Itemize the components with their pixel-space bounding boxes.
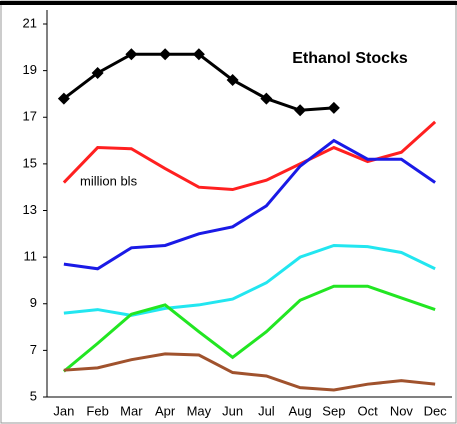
series-line [63,243,436,317]
marker [91,66,104,79]
marker [260,92,273,105]
x-tick-label: Aug [289,403,312,418]
y-tick-label: 21 [23,15,37,30]
marker [57,92,70,105]
series-line [63,352,436,392]
annotation: million bls [80,173,138,188]
y-tick-label: 11 [24,249,38,264]
x-tick-label: Apr [155,403,176,418]
y-tick-label: 19 [23,62,37,77]
series-line [63,138,436,271]
y-tick-label: 15 [23,155,37,170]
x-tick-label: Feb [86,403,108,418]
y-tick-label: 7 [30,342,37,357]
x-tick-label: May [187,403,212,418]
x-tick-label: Jan [53,403,74,418]
x-tick-label: Nov [390,403,414,418]
y-tick-label: 13 [23,202,37,217]
x-tick-label: Sep [322,403,345,418]
marker [125,48,138,61]
x-tick-label: Jul [258,403,275,418]
marker [159,48,172,61]
y-tick-label: 9 [30,295,37,310]
chart-title: Ethanol Stocks [292,50,408,67]
x-tick-label: Mar [120,403,143,418]
marker [192,48,205,61]
marker [226,73,239,86]
series-line [62,284,436,373]
y-tick-label: 5 [30,388,37,403]
x-tick-label: Jun [222,403,243,418]
x-tick-label: Oct [358,403,379,418]
marker [294,104,307,117]
x-tick-label: Dec [424,403,448,418]
marker [327,101,340,114]
y-tick-label: 17 [23,109,37,124]
